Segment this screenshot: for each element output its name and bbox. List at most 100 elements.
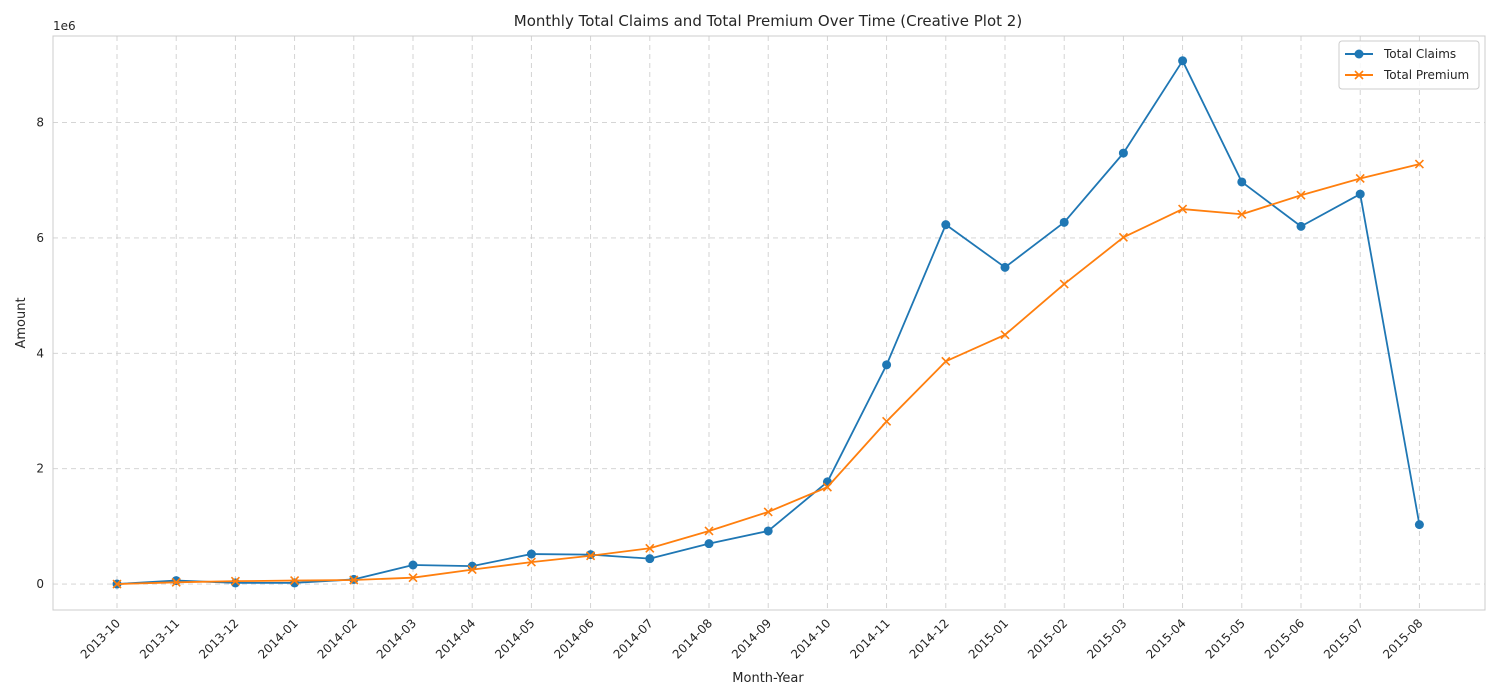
legend-label-total-premium: Total Premium <box>1383 68 1469 82</box>
data-point-stroke <box>230 576 240 586</box>
data-point-stroke <box>822 482 832 492</box>
data-point <box>1178 56 1188 66</box>
data-point-stroke <box>882 416 892 426</box>
data-point <box>941 356 951 366</box>
y-axis-offset-label: 1e6 <box>53 19 76 33</box>
data-point-stroke <box>1178 204 1188 214</box>
chart-title: Monthly Total Claims and Total Premium O… <box>514 12 1022 30</box>
series <box>112 56 1424 589</box>
data-point <box>1355 189 1365 199</box>
x-tick-label: 2015-08 <box>1380 616 1425 661</box>
data-point <box>1059 279 1069 289</box>
data-point <box>112 579 122 589</box>
data-point <box>408 560 418 570</box>
x-tick-label: 2015-02 <box>1025 616 1070 661</box>
data-point-stroke <box>1237 209 1247 219</box>
data-point <box>704 526 714 536</box>
data-point <box>1355 173 1365 184</box>
data-point-stroke <box>349 575 359 585</box>
data-point <box>171 577 181 587</box>
data-point-stroke <box>1296 190 1306 200</box>
series-total-premium <box>112 159 1424 589</box>
data-point-stroke <box>586 551 596 561</box>
y-tick-label: 8 <box>36 116 44 130</box>
legend-label-total-claims: Total Claims <box>1383 47 1456 61</box>
data-point-stroke <box>290 576 300 586</box>
data-point <box>763 526 773 536</box>
data-point-stroke <box>1000 330 1010 340</box>
x-tick-label: 2014-02 <box>315 616 360 661</box>
data-point <box>290 576 300 586</box>
data-point-stroke <box>526 557 536 567</box>
x-axis-ticks: 2013-10 2013-11 2013-12 2014-01 2014-02 2014-… <box>78 616 1426 661</box>
y-tick-label: 2 <box>36 462 44 476</box>
data-point <box>1178 204 1188 214</box>
x-tick-label: 2015-07 <box>1321 616 1366 661</box>
data-point-stroke <box>112 579 122 589</box>
data-point-stroke <box>1118 232 1128 242</box>
data-point-stroke <box>645 543 655 553</box>
x-tick-label: 2014-08 <box>670 616 715 661</box>
data-point <box>230 576 240 586</box>
data-point <box>822 482 832 492</box>
y-axis-label: Amount <box>14 297 29 348</box>
x-tick-label: 2013-11 <box>137 616 182 661</box>
data-point <box>645 554 655 564</box>
data-point <box>882 360 892 370</box>
data-point <box>1000 262 1010 272</box>
x-tick-label: 2014-12 <box>907 616 952 661</box>
plot-frame <box>52 35 1486 611</box>
data-point <box>171 576 181 586</box>
x-tick-label: 2014-10 <box>788 616 833 661</box>
x-tick-label: 2014-06 <box>551 616 596 661</box>
data-point <box>1414 159 1424 169</box>
data-point <box>349 575 359 585</box>
data-point <box>408 573 418 583</box>
legend-marker-total-claims <box>1354 49 1364 59</box>
data-point <box>645 543 655 553</box>
data-point <box>586 551 596 561</box>
y-tick-label: 6 <box>36 231 44 245</box>
grid <box>53 36 1485 610</box>
data-point <box>526 549 536 559</box>
x-tick-label: 2014-09 <box>729 616 774 661</box>
data-point <box>467 565 477 575</box>
data-point-stroke <box>171 577 181 587</box>
x-tick-label: 2015-04 <box>1143 616 1188 661</box>
y-tick-label: 4 <box>36 346 44 360</box>
data-point <box>1296 221 1306 231</box>
legend-box <box>1338 40 1480 90</box>
y-axis-ticks: 0 2 4 6 8 <box>36 116 44 592</box>
data-point <box>1118 148 1128 158</box>
x-tick-label: 2014-01 <box>255 616 300 661</box>
data-point <box>230 578 240 588</box>
x-tick-label: 2015-06 <box>1262 616 1307 661</box>
x-tick-label: 2015-03 <box>1084 616 1129 661</box>
data-point-stroke <box>467 565 477 575</box>
data-point <box>1414 520 1424 530</box>
data-point <box>882 416 892 426</box>
data-point <box>1118 232 1128 242</box>
data-point <box>1296 190 1306 200</box>
data-point-stroke <box>941 356 951 366</box>
x-tick-label: 2014-07 <box>611 616 656 661</box>
data-point-stroke <box>763 507 773 517</box>
data-point-stroke <box>704 526 714 536</box>
x-tick-label: 2015-01 <box>966 616 1011 661</box>
data-point <box>704 539 714 549</box>
data-point <box>763 507 773 517</box>
legend: Total Claims Total Premium <box>1338 40 1480 90</box>
data-point <box>1237 209 1247 219</box>
x-axis-label: Month-Year <box>732 671 804 686</box>
data-point-stroke <box>408 573 418 583</box>
y-tick-label: 0 <box>36 577 44 591</box>
data-point <box>1237 177 1247 187</box>
x-tick-label: 2014-11 <box>847 616 892 661</box>
data-point-stroke <box>1059 279 1069 289</box>
legend-x-stroke <box>1354 70 1364 80</box>
data-point <box>941 220 951 230</box>
x-tick-label: 2013-10 <box>78 616 123 661</box>
x-tick-label: 2015-05 <box>1203 616 1248 661</box>
data-point-stroke <box>1355 173 1365 184</box>
legend-marker-total-premium <box>1354 70 1364 80</box>
